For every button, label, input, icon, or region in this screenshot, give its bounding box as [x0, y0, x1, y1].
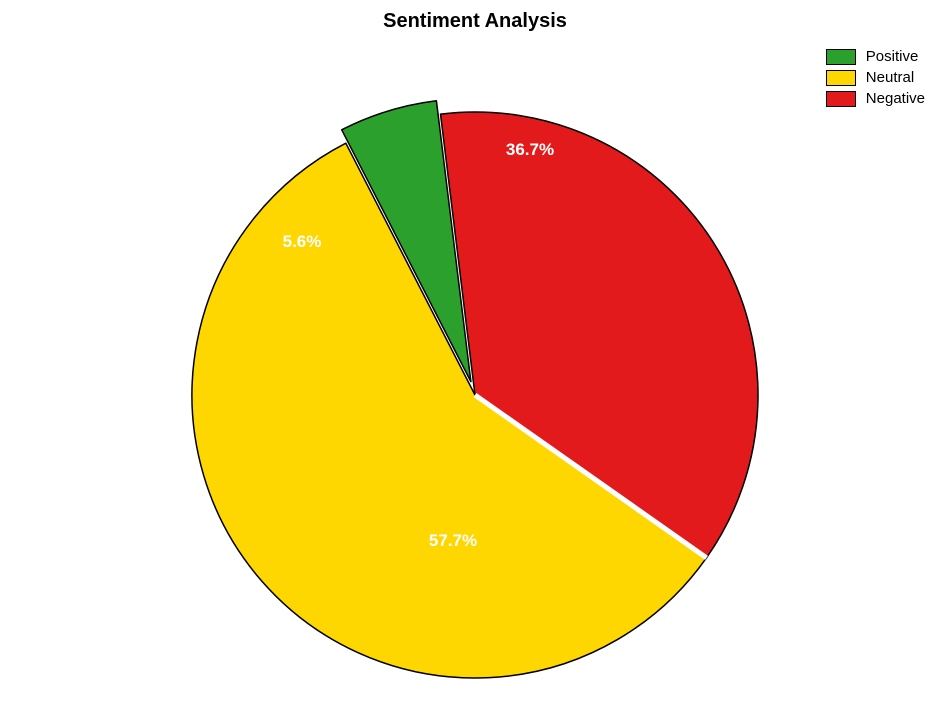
slice-label-negative: 36.7%	[506, 140, 554, 160]
legend-swatch-positive	[826, 49, 856, 65]
slice-label-positive: 5.6%	[283, 232, 322, 252]
legend-swatch-neutral	[826, 70, 856, 86]
legend-item-positive: Positive	[826, 48, 925, 65]
slice-label-neutral: 57.7%	[429, 531, 477, 551]
legend-label-neutral: Neutral	[866, 69, 914, 86]
legend-label-positive: Positive	[866, 48, 919, 65]
legend-item-negative: Negative	[826, 90, 925, 107]
legend-item-neutral: Neutral	[826, 69, 925, 86]
chart-title: Sentiment Analysis	[0, 10, 950, 33]
chart-legend: Positive Neutral Negative	[826, 48, 925, 111]
legend-label-negative: Negative	[866, 90, 925, 107]
legend-swatch-negative	[826, 91, 856, 107]
pie-chart	[0, 50, 950, 650]
